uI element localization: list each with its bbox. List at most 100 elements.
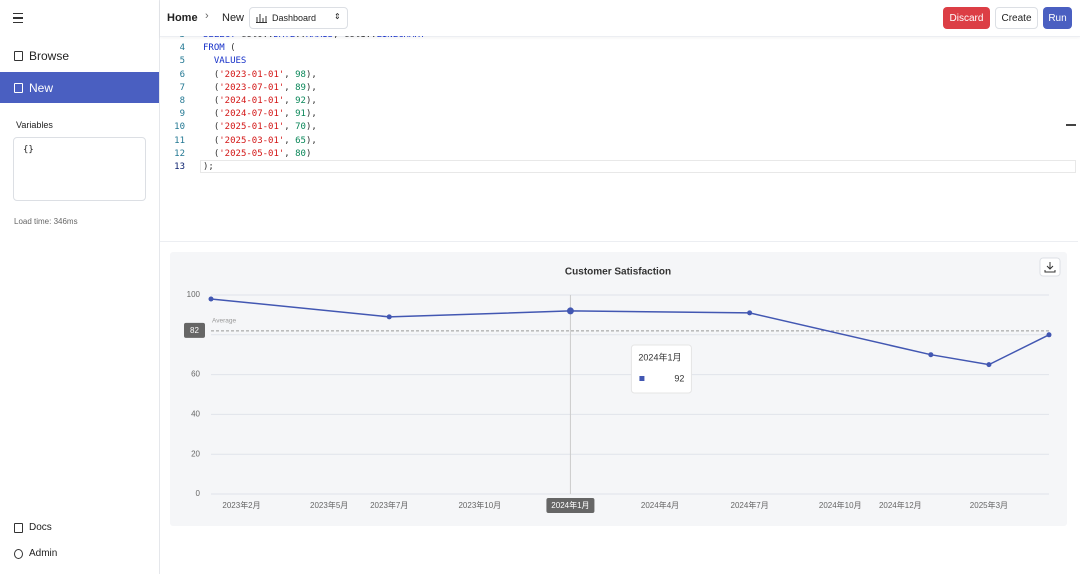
- nav-label: Browse: [29, 48, 70, 63]
- code-token: (: [203, 69, 220, 80]
- line-number: 12: [174, 148, 185, 159]
- code-token: , col1::: [333, 36, 376, 40]
- code-token: );: [203, 162, 214, 172]
- code-token: '2025-05-01': [219, 148, 285, 159]
- data-point: [928, 352, 934, 358]
- code-token: 91: [295, 109, 306, 120]
- line-number: 7: [179, 82, 185, 93]
- y-tick-label: 20: [191, 449, 200, 458]
- code-token: '2024-07-01': [219, 109, 285, 120]
- run-button[interactable]: Run: [1043, 7, 1072, 29]
- y-tick-label: 0: [196, 489, 201, 498]
- code-token: (: [203, 109, 220, 120]
- code-line: ('2023-01-01', 98),: [203, 70, 317, 80]
- code-token: ,: [284, 82, 296, 93]
- breadcrumb-separator: ›: [205, 10, 209, 22]
- tooltip: 2024年1月 92: [630, 344, 692, 394]
- nav-admin[interactable]: Admin: [0, 538, 159, 569]
- code-token: ),: [305, 69, 317, 80]
- x-tick-label: 2024年4月: [641, 500, 679, 510]
- code-token: FROM: [203, 43, 225, 54]
- code-token: DATE: [273, 36, 295, 40]
- code-editor[interactable]: 3 SELECT col0::DATE::XAXIS, col1::LINECHA…: [160, 36, 1078, 242]
- y-tick-label: 100: [187, 290, 201, 299]
- code-token: ,: [284, 109, 296, 120]
- data-point: [1046, 332, 1052, 338]
- chart-icon: [256, 14, 267, 23]
- code-token: (: [203, 82, 220, 93]
- code-line: ('2025-01-01', 70),: [203, 122, 317, 132]
- menu-icon[interactable]: [13, 13, 23, 23]
- data-point: [747, 310, 753, 316]
- code-token: SELECT: [203, 36, 236, 40]
- load-time: Load time: 346ms: [14, 217, 78, 226]
- x-tick-label: 2023年7月: [370, 500, 408, 510]
- code-line: ('2024-01-01', 92),: [203, 96, 317, 106]
- nav-label: Admin: [29, 548, 58, 559]
- discard-button[interactable]: Discard: [943, 7, 990, 29]
- nav-browse[interactable]: Browse: [0, 40, 159, 71]
- code-token: '2025-03-01': [219, 135, 285, 146]
- sidebar: Browse New Variables {} Load time: 346ms…: [0, 0, 160, 574]
- code-line: ('2025-03-01', 65),: [203, 136, 317, 146]
- chart-title: Customer Satisfaction: [565, 267, 671, 278]
- code-token: ),: [305, 96, 317, 106]
- line-number: 10: [174, 122, 185, 133]
- code-token: '2023-01-01': [219, 69, 285, 80]
- select-arrows: ⇕: [334, 12, 341, 21]
- current-line: [200, 160, 1076, 173]
- code-line: ('2023-07-01', 89),: [203, 83, 317, 93]
- code-token: col0::: [236, 36, 274, 40]
- y-tick-label: 60: [191, 370, 200, 379]
- crosshair-label: 2024年1月: [551, 500, 589, 510]
- code-token: ,: [284, 148, 296, 159]
- download-button[interactable]: [1039, 257, 1061, 277]
- tooltip-box: [630, 344, 692, 394]
- code-token: ),: [305, 109, 317, 120]
- nav-new[interactable]: New: [0, 72, 159, 103]
- average-value: 82: [190, 326, 199, 335]
- topbar: Home › New Dashboard ⇕ Discard Create Ru…: [160, 0, 1080, 37]
- chart: Customer Satisfaction 0204060801002023年2…: [184, 257, 1061, 513]
- code-token: [203, 56, 214, 66]
- nav-docs[interactable]: Docs: [0, 512, 159, 543]
- tooltip-title: 2024年1月: [638, 351, 681, 362]
- line-number: 9: [179, 109, 185, 120]
- code-line: ('2025-05-01', 80): [203, 148, 312, 159]
- crosshair-badge: [546, 498, 595, 513]
- x-tick-label: 2024年7月: [731, 500, 769, 510]
- data-point: [986, 362, 992, 368]
- average-label: Average: [212, 318, 236, 325]
- code-token: 70: [295, 122, 306, 133]
- nav-label: Docs: [29, 522, 52, 533]
- tooltip-value: 92: [674, 373, 684, 383]
- create-button[interactable]: Create: [995, 7, 1038, 29]
- x-tick-label: 2023年5月: [310, 500, 348, 510]
- x-tick-label: 2023年10月: [458, 500, 501, 510]
- code-token: ,: [284, 69, 296, 80]
- code-token: VALUES: [213, 56, 247, 67]
- code-token: ,: [284, 122, 296, 133]
- line-number: 5: [179, 56, 185, 67]
- code-line: FROM (: [203, 43, 236, 53]
- line-number: 13: [174, 162, 185, 172]
- code-token: XAXIS: [306, 36, 333, 40]
- code-token: (: [203, 135, 220, 146]
- code-token: 89: [295, 82, 306, 93]
- code-token: ,: [284, 135, 296, 146]
- dashboard-select[interactable]: Dashboard ⇕: [249, 7, 348, 29]
- code-token: 80: [295, 148, 306, 159]
- dashboard-label: Dashboard: [272, 13, 317, 23]
- code-token: ),: [305, 122, 317, 133]
- code-token: (: [203, 148, 220, 159]
- code-token: ::: [295, 36, 306, 40]
- line-number: 4: [179, 43, 185, 54]
- breadcrumb-new: New: [222, 12, 245, 24]
- average-badge: [184, 322, 205, 338]
- code-token: (: [224, 43, 236, 54]
- variables-input[interactable]: {}: [13, 137, 146, 201]
- line-number: 8: [179, 96, 185, 106]
- breadcrumb-home[interactable]: Home: [167, 12, 198, 24]
- code-line: );: [203, 162, 214, 172]
